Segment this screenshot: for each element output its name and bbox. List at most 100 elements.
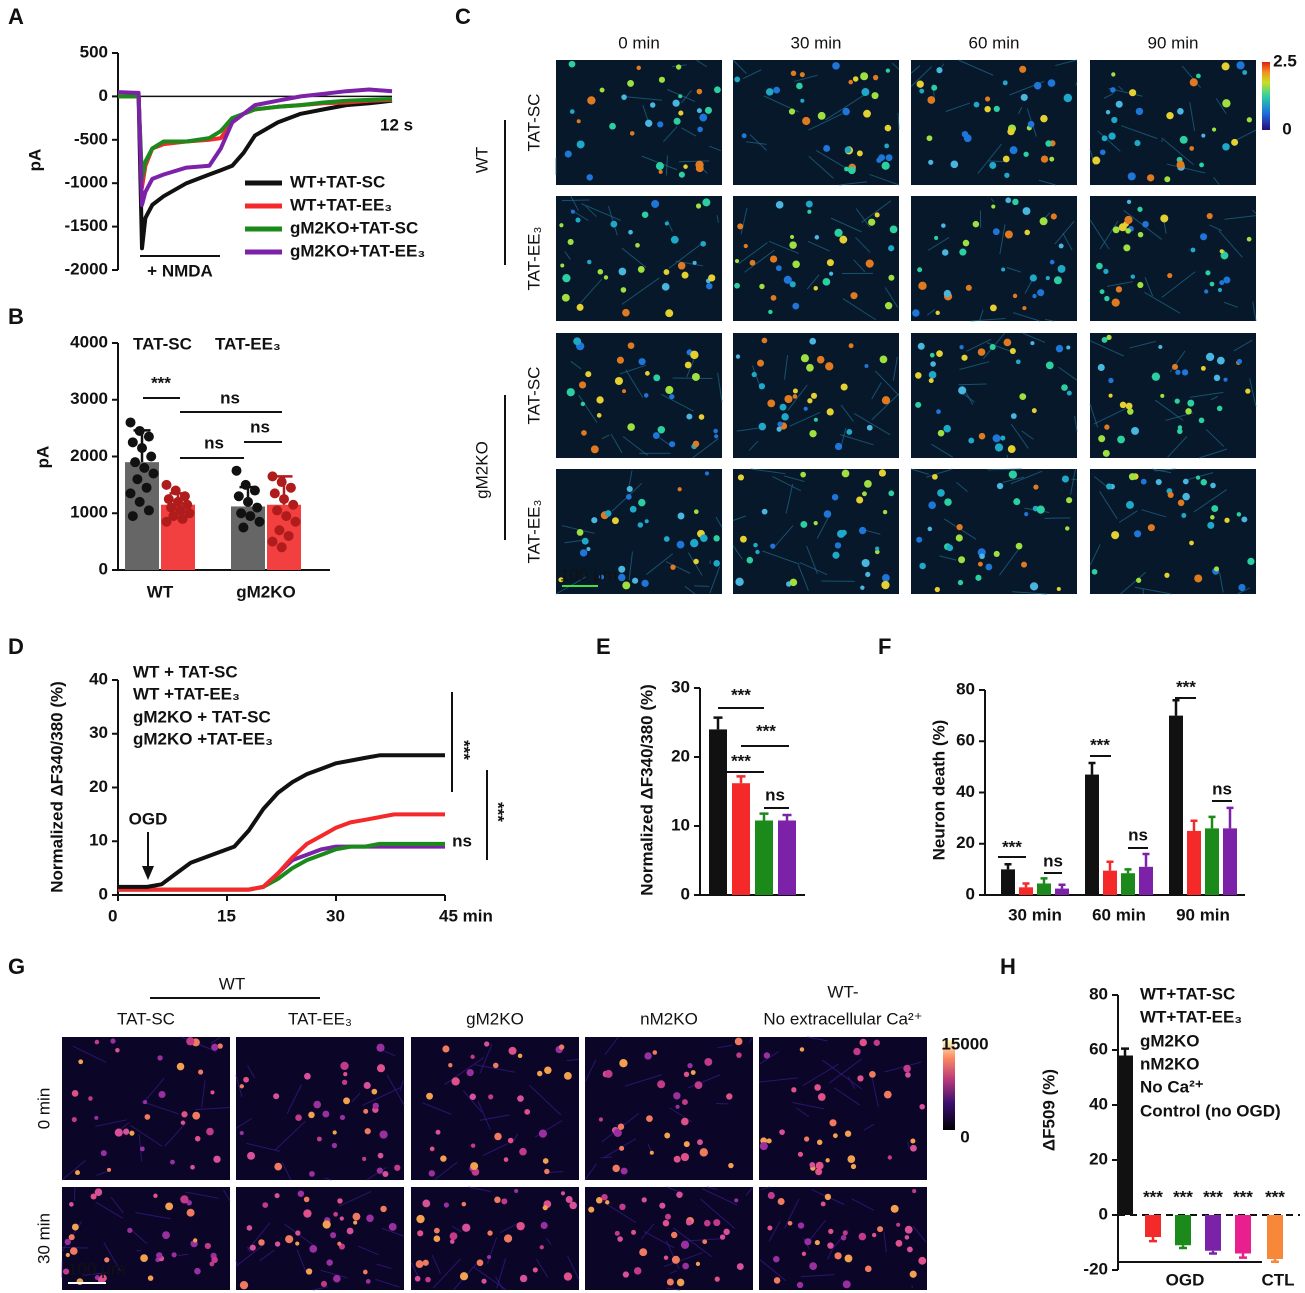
error-bar — [1004, 863, 1012, 870]
neurite — [1210, 395, 1218, 401]
cell — [699, 534, 708, 543]
cell — [1022, 207, 1031, 216]
cell — [989, 161, 997, 169]
annotation: ns — [220, 388, 240, 407]
cell — [1177, 428, 1183, 435]
cell — [611, 517, 619, 525]
cell — [341, 1079, 348, 1085]
cell — [337, 1198, 343, 1204]
cell — [888, 245, 895, 252]
cell — [588, 1206, 595, 1213]
cell — [696, 88, 703, 95]
cell — [1111, 72, 1116, 77]
cell — [675, 1104, 680, 1109]
cell — [641, 1197, 647, 1203]
neurite — [1103, 93, 1114, 99]
cell — [635, 242, 640, 248]
cell — [979, 553, 985, 560]
cell — [935, 310, 940, 316]
data-point — [236, 508, 247, 519]
neurite — [684, 585, 696, 595]
cell — [394, 1164, 401, 1171]
cell — [461, 1201, 467, 1207]
cell — [625, 494, 632, 500]
cell — [586, 546, 591, 551]
legend-label: nM2KO — [1140, 1054, 1200, 1073]
cell — [765, 88, 774, 96]
row-label: TAT-SC — [524, 367, 543, 425]
cell — [1112, 226, 1120, 234]
cell — [1022, 306, 1027, 311]
cell — [767, 399, 776, 408]
cell — [696, 108, 702, 114]
neurite — [959, 361, 990, 371]
neurite — [479, 1044, 493, 1074]
neurite — [749, 134, 768, 151]
cell — [295, 1241, 300, 1246]
cell — [841, 469, 850, 478]
neurite — [990, 198, 995, 203]
y-tick-label: 0 — [966, 884, 975, 903]
cell — [542, 1205, 548, 1211]
cell — [1040, 114, 1048, 123]
cell — [708, 274, 716, 282]
series-line — [117, 87, 393, 207]
y-tick-label: 0 — [681, 884, 690, 903]
data-point — [290, 516, 301, 527]
legend-label: gM2KO +TAT-EE₃ — [133, 729, 273, 748]
cell — [881, 396, 891, 405]
neurite — [381, 1227, 405, 1237]
cell — [797, 1151, 804, 1157]
cell — [814, 1240, 820, 1246]
cell — [544, 1066, 552, 1074]
cell — [249, 1244, 256, 1251]
cell — [181, 1111, 188, 1118]
cell — [564, 150, 572, 158]
neurite — [978, 309, 984, 322]
cell — [916, 80, 924, 88]
neurite — [669, 1270, 678, 1274]
cell — [469, 1093, 476, 1100]
neurite — [808, 1220, 826, 1242]
bar — [1187, 830, 1201, 895]
neurite — [853, 259, 866, 273]
neurite — [566, 1058, 580, 1062]
micrograph — [236, 1037, 404, 1180]
cell — [566, 388, 575, 397]
cell — [285, 1235, 294, 1244]
cell — [377, 1152, 384, 1159]
cell — [627, 423, 635, 431]
group-label: gM2KO — [472, 441, 491, 499]
cell — [110, 1038, 116, 1044]
annotation: *** — [151, 373, 171, 392]
cell — [1065, 526, 1070, 531]
cell — [936, 67, 943, 74]
cell — [476, 1259, 484, 1267]
cell — [1002, 155, 1010, 163]
cell — [211, 1043, 219, 1051]
cell — [695, 203, 702, 209]
data-point — [127, 437, 138, 448]
neurite — [748, 440, 759, 451]
cell — [858, 526, 867, 535]
cell — [539, 1245, 544, 1250]
cell — [1108, 393, 1113, 398]
cell — [308, 1111, 315, 1119]
neurite — [1121, 125, 1158, 140]
cell — [448, 1062, 453, 1068]
cell — [632, 577, 639, 584]
neurite — [561, 525, 595, 534]
cell — [1013, 498, 1021, 506]
cell — [678, 110, 684, 116]
neurite — [95, 1201, 124, 1219]
cell — [655, 162, 664, 171]
data-point — [134, 425, 145, 436]
neurite — [1233, 129, 1257, 143]
cell — [343, 1071, 348, 1077]
neurite — [646, 553, 674, 575]
cell — [1176, 160, 1185, 169]
cell — [840, 1234, 847, 1241]
cell — [977, 348, 986, 356]
y-tick-label: 20 — [89, 777, 108, 796]
cell — [926, 135, 933, 142]
